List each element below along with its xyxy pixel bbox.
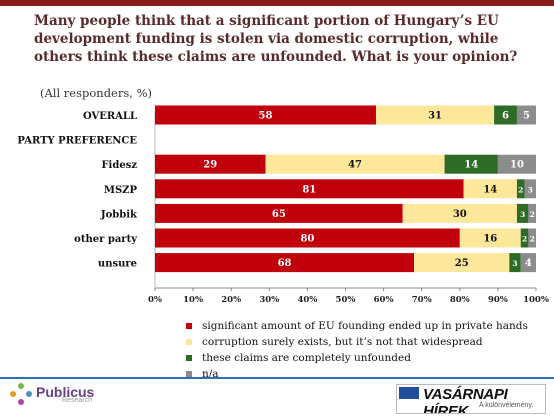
data-label-overall-these-claims-are-completely-unfounded: 6 [502,111,509,122]
x-tick-label-3: 30% [259,295,279,305]
data-label-fidesz-n-a: 10 [510,160,524,171]
x-tick-label-8: 80% [450,295,470,305]
x-tick-label-7: 70% [412,295,432,305]
bar-fidesz-n-a [497,154,536,174]
category-label-unsure: unsure [98,259,137,270]
legend-swatch-these-claims-are-completely-unfounded [186,354,192,361]
bar-unsure-corruption-surely-exists-but-it-s-not-that-widespread [414,253,510,273]
data-label-unsure-significant-amount-of-eu-founding-ended-up-in-private-hands: 68 [278,258,292,269]
data-label-unsure-n-a: 4 [525,258,532,269]
vasarnapi-hirek-logo: VASÁRNAPI HÍREK A különvélemény. [396,384,546,414]
category-label-other-party: other party [74,234,138,245]
bar-overall-significant-amount-of-eu-founding-ended-up-in-private-hands [155,105,376,125]
bar-overall-corruption-surely-exists-but-it-s-not-that-widespread [375,105,495,125]
chart-subtitle: (All responders, %) [40,86,152,100]
x-tick-label-9: 90% [488,295,508,305]
data-label-fidesz-significant-amount-of-eu-founding-ended-up-in-private-hands: 29 [203,160,217,171]
vasarnapi-hirek-mark-icon [399,387,419,399]
bar-fidesz-significant-amount-of-eu-founding-ended-up-in-private-hands [155,154,266,174]
publicus-dots-icon [10,383,32,405]
publicus-subtext: Research [62,396,92,404]
x-tick-label-6: 60% [374,295,394,305]
publicus-logo: Publicus Research [10,383,94,405]
legend-item-these-claims-are-completely-unfounded: these claims are completely unfounded [186,350,528,365]
data-label-other-party-corruption-surely-exists-but-it-s-not-that-widespread: 16 [483,234,497,245]
x-tick-label-5: 50% [336,295,356,305]
data-label-overall-significant-amount-of-eu-founding-ended-up-in-private-hands: 58 [259,111,273,122]
x-tick-label-10: 100% [523,295,549,305]
data-label-other-party-these-claims-are-completely-unfounded: 2 [522,235,527,244]
bar-unsure-these-claims-are-completely-unfounded [509,253,521,273]
data-label-unsure-corruption-surely-exists-but-it-s-not-that-widespread: 25 [455,258,469,269]
bar-other-party-corruption-surely-exists-but-it-s-not-that-widespread [459,228,521,248]
bar-overall-n-a [516,105,536,125]
legend-swatch-n-a [186,370,192,377]
top-rule [0,0,554,6]
data-label-mszp-n-a: 3 [528,185,533,194]
category-label-jobbik: Jobbik [100,209,138,220]
x-tick-label-4: 40% [297,295,317,305]
legend-item-significant-amount-of-eu-founding-ended-up-in-private-hands: significant amount of EU founding ended … [186,318,528,333]
bar-mszp-significant-amount-of-eu-founding-ended-up-in-private-hands [155,179,464,199]
data-label-overall-n-a: 5 [523,111,530,122]
data-label-mszp-corruption-surely-exists-but-it-s-not-that-widespread: 14 [483,184,497,195]
bar-mszp-n-a [524,179,536,199]
bar-other-party-these-claims-are-completely-unfounded [520,228,529,248]
data-label-overall-corruption-surely-exists-but-it-s-not-that-widespread: 31 [428,111,442,122]
legend-swatch-significant-amount-of-eu-founding-ended-up-in-private-hands [186,322,192,329]
bar-mszp-these-claims-are-completely-unfounded [516,179,525,199]
bar-overall-these-claims-are-completely-unfounded [494,105,517,125]
chart-legend: significant amount of EU founding ended … [186,318,528,382]
data-label-other-party-significant-amount-of-eu-founding-ended-up-in-private-hands: 80 [300,234,314,245]
data-label-mszp-significant-amount-of-eu-founding-ended-up-in-private-hands: 81 [302,184,316,195]
bar-jobbik-these-claims-are-completely-unfounded [516,203,529,223]
stacked-bar-chart: 0% 10% 20% 30% 40% 50% 60% 70% 80% 90% 100% OVERALL… [17,105,549,305]
data-label-mszp-these-claims-are-completely-unfounded: 2 [518,185,523,194]
bar-fidesz-corruption-surely-exists-but-it-s-not-that-widespread [265,154,445,174]
category-label-fidesz: Fidesz [101,160,137,171]
data-label-unsure-these-claims-are-completely-unfounded: 3 [512,259,517,268]
bar-jobbik-n-a [528,203,536,223]
data-label-fidesz-corruption-surely-exists-but-it-s-not-that-widespread: 47 [348,160,362,171]
chart-title: Many people think that a significant por… [34,13,518,65]
bar-other-party-significant-amount-of-eu-founding-ended-up-in-private-hands [155,228,460,248]
category-label-overall: OVERALL [83,111,137,122]
data-label-other-party-n-a: 2 [530,235,535,244]
legend-label-these-claims-are-completely-unfounded: these claims are completely unfounded [202,351,411,364]
vasarnapi-hirek-slogan: A különvélemény. [479,402,534,409]
legend-item-corruption-surely-exists-but-it-s-not-that-widespread: corruption surely exists, but it’s not t… [186,334,528,349]
legend-item-n-a: n/a [186,366,528,381]
publicus-wordmark: Publicus [36,383,95,400]
category-label-party-preference: PARTY PREFERENCE [17,136,137,147]
bar-unsure-significant-amount-of-eu-founding-ended-up-in-private-hands [155,253,415,273]
data-label-jobbik-these-claims-are-completely-unfounded: 3 [520,210,525,219]
x-tick-label-2: 20% [221,295,241,305]
bar-fidesz-these-claims-are-completely-unfounded [444,154,498,174]
bar-other-party-n-a [528,228,536,248]
legend-label-n-a: n/a [202,367,219,380]
vasarnapi-hirek-wordmark: VASÁRNAPI HÍREK [423,386,508,414]
legend-label-corruption-surely-exists-but-it-s-not-that-widespread: corruption surely exists, but it’s not t… [202,335,483,348]
data-label-jobbik-corruption-surely-exists-but-it-s-not-that-widespread: 30 [453,209,467,220]
x-tick-label-0: 0% [148,295,162,305]
bar-jobbik-significant-amount-of-eu-founding-ended-up-in-private-hands [155,203,403,223]
data-label-jobbik-n-a: 2 [530,210,535,219]
category-label-mszp: MSZP [104,185,138,196]
legend-label-significant-amount-of-eu-founding-ended-up-in-private-hands: significant amount of EU founding ended … [202,319,528,332]
data-label-jobbik-significant-amount-of-eu-founding-ended-up-in-private-hands: 65 [272,209,286,220]
legend-swatch-corruption-surely-exists-but-it-s-not-that-widespread [186,338,192,345]
data-label-fidesz-these-claims-are-completely-unfounded: 14 [464,160,478,171]
bar-mszp-corruption-surely-exists-but-it-s-not-that-widespread [463,179,517,199]
footer-rule [0,377,554,379]
x-tick-label-1: 10% [183,295,203,305]
bar-jobbik-corruption-surely-exists-but-it-s-not-that-widespread [402,203,517,223]
bar-unsure-n-a [520,253,536,273]
